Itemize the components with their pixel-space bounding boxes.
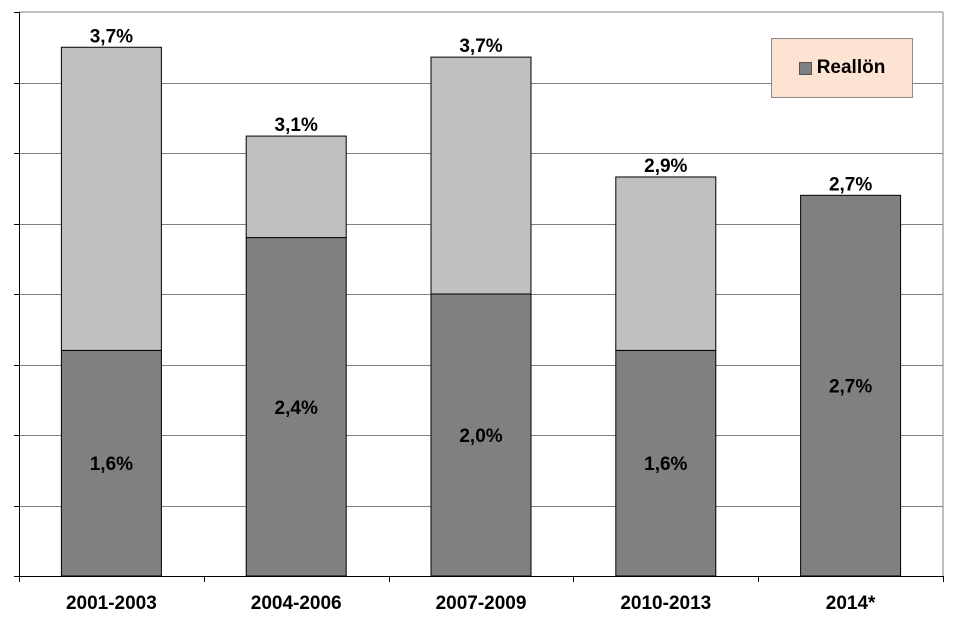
- data-label-reallon: 1,6%: [644, 454, 687, 475]
- data-label-reallon: 2,7%: [829, 377, 872, 398]
- bars: [60, 46, 902, 577]
- x-tick-label: 2007-2009: [436, 593, 527, 614]
- x-tick-label: 2014*: [826, 593, 876, 614]
- bar-other-2001-2003: [60, 46, 162, 351]
- x-tick-label: 2001-2003: [66, 593, 157, 614]
- data-label-total: 3,7%: [90, 26, 133, 47]
- x-axis: 2001-2003 2004-2006 2007-2009 2010-2013 2014…: [14, 12, 944, 614]
- data-label-reallon: 2,0%: [459, 426, 502, 447]
- data-label-total: 2,7%: [829, 174, 872, 195]
- data-label-reallon: 2,4%: [275, 398, 318, 419]
- legend-label-reallon: Reallön: [816, 57, 886, 78]
- x-tick-label: 2010-2013: [620, 593, 711, 614]
- bar-other-2007-2009: [430, 56, 532, 295]
- bar-reallon-2014*: [800, 194, 902, 577]
- data-label-total: 3,1%: [275, 115, 318, 136]
- bar-reallon-2001-2003: [60, 349, 162, 577]
- data-label-total: 2,9%: [644, 156, 687, 177]
- data-label-total: 3,7%: [459, 36, 502, 57]
- legend-swatch-reallon: [798, 61, 812, 75]
- bar-other-2004-2006: [245, 135, 347, 239]
- data-label-reallon: 1,6%: [90, 454, 133, 475]
- data-labels: 1,6% 3,7% 2,4% 3,1% 2,0% 3,7% 1,6% 2,9% 2,7% 2,7%: [90, 26, 873, 475]
- legend: Reallön: [771, 38, 913, 98]
- bar-other-2010-2013: [615, 176, 717, 351]
- x-tick-label: 2004-2006: [251, 593, 342, 614]
